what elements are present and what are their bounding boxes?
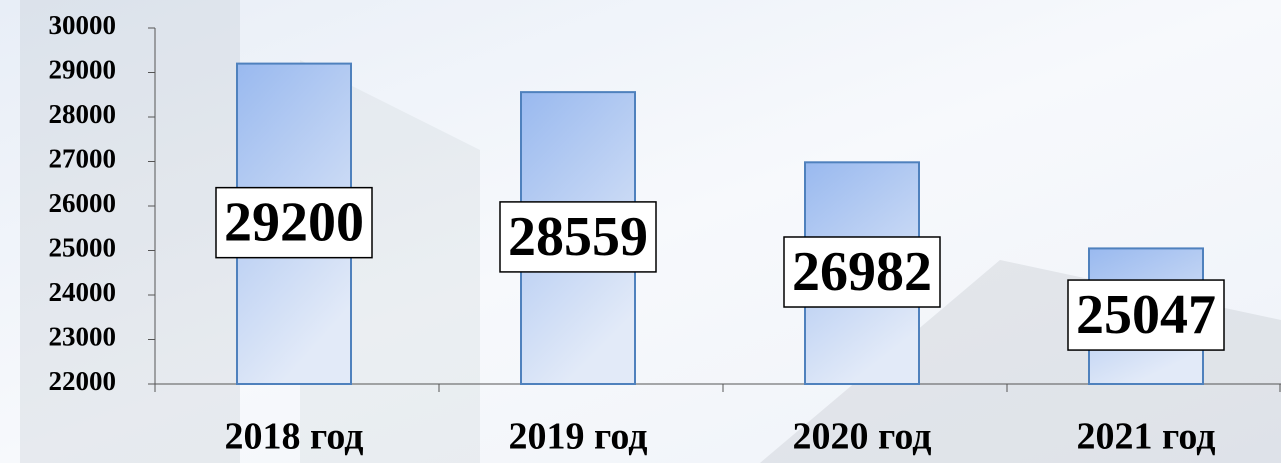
y-tick-label: 22000 bbox=[49, 366, 117, 396]
x-tick-label: 2021 год bbox=[1077, 416, 1216, 458]
x-tick-label: 2020 год bbox=[793, 416, 932, 458]
y-tick-label: 25000 bbox=[49, 233, 117, 263]
y-tick-label: 27000 bbox=[49, 144, 117, 174]
y-tick-label: 30000 bbox=[49, 10, 117, 40]
y-tick-label: 29000 bbox=[49, 55, 117, 85]
y-tick-label: 24000 bbox=[49, 277, 117, 307]
value-label: 29200 bbox=[224, 192, 364, 254]
value-label-box bbox=[1067, 279, 1225, 351]
value-label-box bbox=[783, 236, 941, 308]
y-tick-label: 23000 bbox=[49, 322, 117, 352]
value-label-box bbox=[499, 201, 657, 273]
y-tick-label: 26000 bbox=[49, 188, 117, 218]
value-label-box bbox=[215, 186, 373, 259]
value-label: 28559 bbox=[508, 206, 648, 268]
x-tick-label: 2018 год bbox=[225, 416, 364, 458]
y-tick-label: 28000 bbox=[49, 99, 117, 129]
x-tick-label: 2019 год bbox=[509, 416, 648, 458]
value-label: 25047 bbox=[1076, 284, 1216, 346]
value-label: 26982 bbox=[792, 241, 932, 303]
